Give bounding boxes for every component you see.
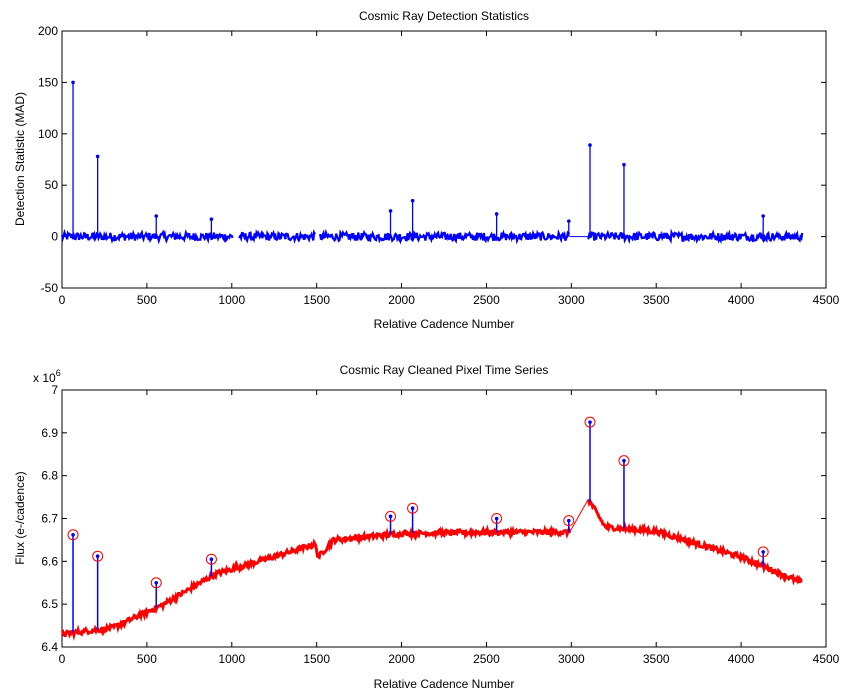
raw-spike-marker [388, 514, 393, 519]
raw-spike-marker [71, 532, 75, 537]
x-tick-label: 1500 [303, 293, 330, 307]
chart-title: Cosmic Ray Detection Statistics [359, 9, 529, 23]
y-axis: -50 0 50 100 150 200 [38, 24, 826, 295]
cosmic-ray-circle [491, 513, 503, 524]
y-axis: 6.4 6.5 6.6 6.7 6.8 6.9 7 [41, 383, 826, 654]
baseline-noise [238, 228, 316, 244]
x-tick-label: 4000 [728, 293, 755, 307]
x-tick-label: 1000 [218, 293, 245, 307]
x-tick-label: 2000 [388, 293, 415, 307]
y-axis-label: Flux (e-/cadence) [13, 471, 27, 564]
y-tick-label: 150 [38, 75, 58, 89]
x-axis: 0 500 1000 1500 2000 2500 3000 3500 4000 4500 [59, 31, 840, 307]
raw-spike-marker [410, 506, 415, 511]
x-tick-label: 3000 [558, 652, 585, 666]
x-tick-label: 0 [59, 652, 66, 666]
chart-title: Cosmic Ray Cleaned Pixel Time Series [340, 363, 549, 377]
cosmic-ray-circle [584, 416, 596, 428]
cosmic-ray-circle [92, 550, 104, 562]
x-tick-label: 2500 [473, 652, 500, 666]
cosmic-ray-circle [757, 546, 769, 558]
y-multiplier: x 106 [33, 368, 61, 385]
x-tick-label: 500 [137, 293, 157, 307]
spike-marker [410, 198, 415, 203]
y-tick-label: 6.5 [41, 597, 58, 611]
plot-area [61, 389, 827, 648]
baseline-noise [60, 228, 234, 245]
y-tick-label: 50 [45, 178, 59, 192]
raw-spike-marker [588, 420, 592, 424]
x-axis-label: Relative Cadence Number [374, 317, 515, 331]
cosmic-ray-circle [205, 553, 217, 565]
x-tick-label: 3000 [558, 293, 585, 307]
y-tick-label: 0 [51, 230, 58, 244]
spike-marker [761, 214, 765, 218]
cosmic-ray-circle [563, 515, 575, 527]
y-tick-label: 6.4 [41, 640, 58, 654]
y-tick-label: -50 [41, 281, 59, 295]
x-tick-label: 3500 [643, 652, 670, 666]
spike-marker [154, 214, 159, 218]
plot-area [61, 30, 827, 289]
x-tick-label: 4000 [728, 652, 755, 666]
cosmic-ray-circle [618, 455, 630, 467]
raw-spike-marker [154, 580, 159, 585]
y-tick-label: 7 [51, 383, 58, 397]
x-tick-label: 4500 [813, 293, 840, 307]
gap-connector [569, 498, 589, 533]
detection-statistics-panel: Cosmic Ray Detection Statistics -5005010… [13, 9, 840, 331]
x-tick-label: 3500 [643, 293, 670, 307]
spike-marker [566, 219, 571, 223]
spike-marker [494, 212, 499, 216]
cosmic-ray-circle [67, 529, 79, 541]
y-tick-label: 200 [38, 24, 58, 38]
spike-marker [71, 80, 75, 85]
x-tick-label: 4500 [813, 652, 840, 666]
cleaned-flux-band [60, 524, 572, 641]
x-tick-label: 1500 [303, 652, 330, 666]
raw-spike-marker [95, 554, 100, 558]
detection-series [60, 80, 804, 245]
spike-marker [209, 217, 214, 221]
flux-series [60, 416, 803, 641]
x-tick-label: 1000 [218, 652, 245, 666]
spike-marker [95, 154, 100, 159]
cosmic-ray-circle [150, 577, 162, 589]
x-tick-label: 500 [137, 652, 157, 666]
x-tick-label: 2000 [388, 652, 415, 666]
y-tick-label: 100 [38, 127, 58, 141]
cleaned-flux-band [586, 497, 803, 586]
y-tick-label: 6.8 [41, 469, 58, 483]
x-tick-label: 0 [59, 293, 66, 307]
baseline-noise [319, 228, 571, 245]
raw-spike-marker [566, 518, 571, 523]
x-axis-label: Relative Cadence Number [374, 677, 515, 691]
spike-marker [622, 162, 626, 167]
y-tick-label: 6.6 [41, 554, 58, 568]
y-tick-label: 6.9 [41, 426, 58, 440]
x-axis: 0 500 1000 1500 2000 2500 3000 3500 4000 4500 [59, 390, 840, 666]
spike-marker [588, 143, 592, 147]
cosmic-ray-circle [407, 502, 419, 514]
raw-spike-marker [209, 557, 214, 561]
raw-spike-marker [622, 458, 626, 463]
spike-marker [388, 209, 393, 213]
raw-spike-marker [494, 516, 499, 521]
y-axis-label: Detection Statistic (MAD) [13, 92, 27, 226]
raw-spike-marker [761, 550, 765, 554]
x-tick-label: 2500 [473, 293, 500, 307]
cosmic-ray-circle [385, 510, 397, 522]
cleaned-pixel-panel: Cosmic Ray Cleaned Pixel Time Series x 1… [13, 363, 840, 691]
y-tick-label: 6.7 [41, 512, 58, 526]
